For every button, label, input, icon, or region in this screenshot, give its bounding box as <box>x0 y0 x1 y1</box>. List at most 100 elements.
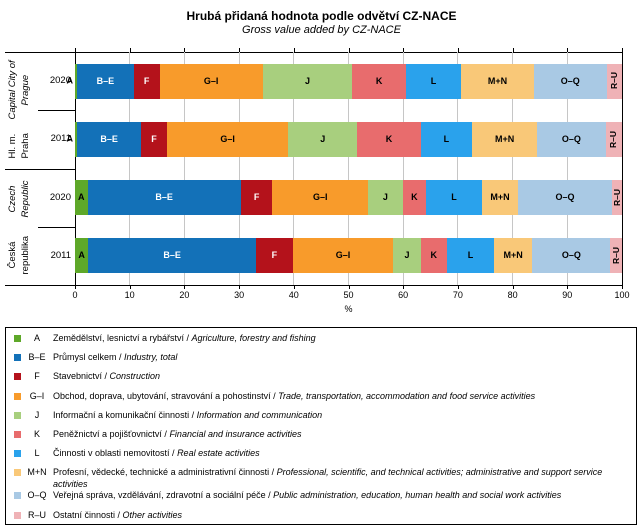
bar-segment-label: R–U <box>609 72 620 90</box>
bar-segment-B–E: B–E <box>88 238 257 274</box>
gridline <box>293 52 295 285</box>
legend-label: Stavebnictví / Construction <box>52 371 630 383</box>
legend-item-M+N: M+N Profesní, vědecké, technické a admini… <box>12 467 630 490</box>
axis-group-label-en: Czech Republic <box>7 179 31 217</box>
bar-segment-O–Q: O–Q <box>533 63 607 99</box>
bar-segment-M+N: M+N <box>461 63 534 99</box>
legend-swatch <box>14 492 21 500</box>
legend-label-en: Professional, scientific, and technical … <box>53 467 603 489</box>
axis-tick <box>403 285 405 289</box>
legend-label-en: Construction <box>109 371 161 382</box>
bar-segment-label: F <box>143 75 150 86</box>
legend-label: Ostatní činnosti / Other activities <box>52 510 630 522</box>
x-tick-label: 20 <box>179 290 190 300</box>
legend-label-cs: Stavebnictví / <box>53 371 110 382</box>
bar-segment-label: G–I <box>203 75 219 86</box>
legend: A Zemědělství, lesnictví a rybářství / Ag… <box>5 327 637 525</box>
bar-segment-label: O–Q <box>560 75 580 86</box>
axis-tick <box>129 48 131 52</box>
legend-swatch <box>14 354 21 362</box>
legend-code: L <box>34 448 40 459</box>
bar-segment-label: A <box>66 75 74 86</box>
legend-swatch <box>14 392 21 400</box>
bar-segment-B–E: B–E <box>77 121 142 157</box>
bar-segment-label: M+N <box>503 250 523 261</box>
legend-label: Peněžnictví a pojišťovnictví / Financial… <box>52 429 630 441</box>
bar-segment-L: L <box>446 238 494 274</box>
bar-segment-label: J <box>320 133 326 144</box>
bar-segment-R–U: R–U <box>610 238 622 274</box>
bar-segment-A: A <box>75 180 88 215</box>
bar-segment-label: A <box>66 133 74 144</box>
bar-segment-R–U: R–U <box>606 63 622 99</box>
legend-item-A: A Zemědělství, lesnictví a rybářství / Ag… <box>12 333 630 352</box>
gridline <box>457 52 459 285</box>
axis-tick <box>184 285 186 289</box>
chart-title: Hrubá přidaná hodnota podle odvětví CZ-N… <box>186 9 457 23</box>
bar-row-Česká republika-2011: A B–E F G–I J K L M+N O–Q R–U <box>75 238 622 274</box>
bar-segment-L: L <box>405 63 462 99</box>
legend-code: G–I <box>29 390 45 401</box>
bar-segment-A: A <box>67 121 78 157</box>
legend-swatch <box>14 335 21 342</box>
legend-swatch <box>14 450 21 458</box>
legend-label-en: Public administration, education, human … <box>273 490 562 501</box>
bar-segment-K: K <box>352 63 406 99</box>
bar-segment-F: F <box>133 63 160 99</box>
legend-label-en: Other activities <box>122 509 183 520</box>
legend-label-en: Information and communication <box>196 409 323 420</box>
gridline <box>348 52 349 285</box>
bar-segment-M+N: M+N <box>472 121 538 157</box>
bar-segment-label: K <box>375 75 383 86</box>
bar-segment-label: G–I <box>220 133 235 144</box>
legend-label-cs: Peněžnictví a pojišťovnictví / <box>53 428 170 439</box>
row-label-year: 2011 <box>50 249 71 261</box>
chart-subtitle: Gross value added by CZ-NACE <box>242 24 401 36</box>
legend-label-en: Financial and insurance activities <box>169 428 302 439</box>
group-separator <box>5 168 75 170</box>
axis-tick <box>622 48 623 52</box>
legend-label-en: Industry, total <box>124 352 178 363</box>
x-tick-label: 100 <box>614 290 630 300</box>
axis-tick <box>75 285 76 289</box>
legend-label-cs: Průmysl celkem / <box>53 352 125 363</box>
bar-segment-label: R–U <box>610 247 621 265</box>
bar-segment-K: K <box>420 238 447 274</box>
bar-segment-label: R–U <box>611 188 622 206</box>
row-label-year: 2020 <box>49 191 71 203</box>
axis-group-label: Česká republika Czech Republic <box>6 171 32 284</box>
bar-row-Hl. m. Praha-2020: A B–E F G–I J K L M+N O–Q R–U <box>67 63 622 99</box>
axis-tick <box>293 285 295 289</box>
bar-segment-R–U: R–U <box>612 180 622 215</box>
bar-segment-F: F <box>240 180 273 215</box>
legend-label: Průmysl celkem / Industry, total <box>52 352 630 364</box>
gridline <box>512 52 514 285</box>
bar-segment-L: L <box>426 180 482 215</box>
axis-tick <box>293 48 295 52</box>
bar-segment-label: J <box>382 192 388 202</box>
bar-segment-label: K <box>430 250 438 261</box>
legend-swatch <box>14 511 21 519</box>
axis-tick <box>457 285 459 289</box>
legend-code: F <box>34 371 40 382</box>
axis-group-label-en: Capital City of Prague <box>7 60 31 120</box>
bar-segment-J: J <box>288 121 358 157</box>
legend-item-R–U: R–U Ostatní činnosti / Other activities <box>12 510 630 529</box>
x-axis-title: % <box>344 304 353 314</box>
legend-code: A <box>33 333 40 343</box>
bar-segment-label: B–E <box>100 133 118 144</box>
bar-segment-label: M+N <box>490 192 510 202</box>
legend-item-L: L Činnosti v oblasti nemovitostí / Real e… <box>12 448 630 467</box>
bar-segment-label: F <box>151 133 157 144</box>
bar-segment-A: A <box>67 63 78 99</box>
gridline <box>402 52 404 285</box>
bar-segment-G–I: G–I <box>272 180 369 215</box>
axis-tick <box>567 285 569 289</box>
x-tick-label: 90 <box>562 290 573 300</box>
x-tick-label: 50 <box>343 290 354 300</box>
bar-segment-J: J <box>368 180 403 215</box>
bar-segment-J: J <box>262 63 353 99</box>
year-separator <box>38 110 75 112</box>
axis-tick <box>239 285 241 289</box>
legend-code: M+N <box>27 467 47 478</box>
